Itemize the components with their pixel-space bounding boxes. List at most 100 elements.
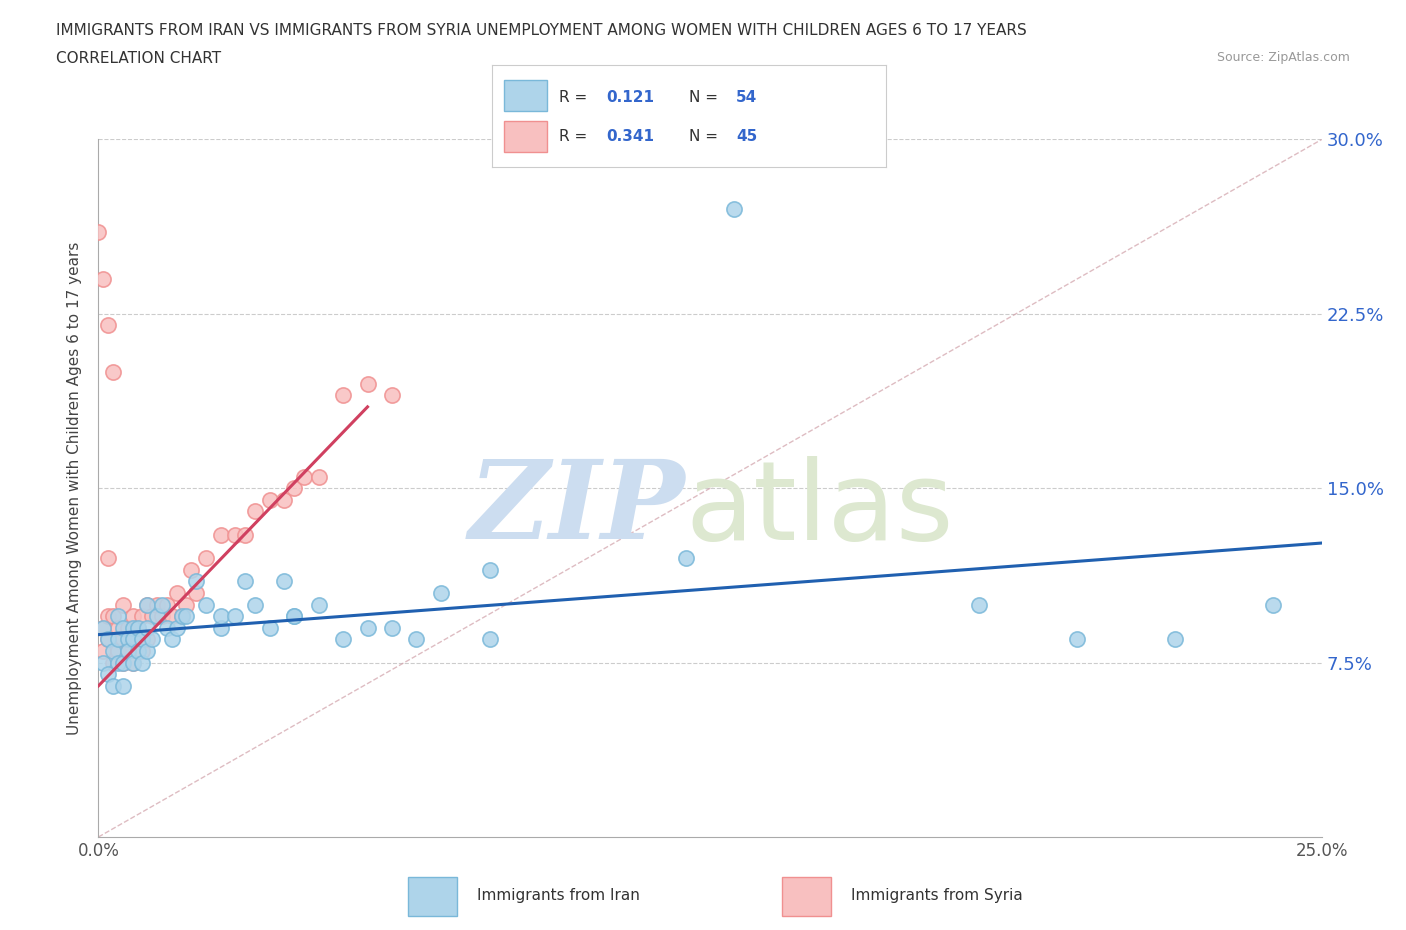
Point [97,318,120,333]
Point [131,644,153,658]
Point [121,656,143,671]
Point [121,656,143,671]
FancyBboxPatch shape [503,122,547,153]
Point [273,574,295,589]
Point [283,609,305,624]
Point [91,644,114,658]
Text: R =: R = [560,129,592,144]
Y-axis label: Unemployment Among Women with Children Ages 6 to 17 years: Unemployment Among Women with Children A… [67,242,83,735]
Point [166,620,188,635]
Point [111,679,134,694]
Text: Source: ZipAtlas.com: Source: ZipAtlas.com [1216,51,1350,64]
Point [121,620,143,635]
Point [259,620,281,635]
Point [111,620,134,635]
Point [170,609,193,624]
Point [180,562,202,577]
Point [1164,632,1187,647]
Point [101,365,124,379]
Point [176,597,198,612]
Point [430,586,453,601]
Point [87,225,110,240]
Point [97,551,120,565]
Point [283,481,305,496]
Point [176,609,198,624]
Point [1066,632,1088,647]
Point [127,620,149,635]
Point [209,620,232,635]
Point [121,609,143,624]
Point [332,388,354,403]
FancyBboxPatch shape [503,81,547,112]
Point [107,656,129,671]
Point [243,597,266,612]
Point [224,609,246,624]
Point [1261,597,1284,612]
Point [107,644,129,658]
Point [131,656,153,671]
Point [160,609,183,624]
Point [160,632,183,647]
Point [186,586,208,601]
Point [121,632,143,647]
Text: 0.121: 0.121 [606,89,654,104]
Point [308,597,330,612]
Point [107,632,129,647]
Point [283,609,305,624]
Point [117,632,139,647]
Point [156,620,179,635]
Text: 54: 54 [737,89,758,104]
Point [131,632,153,647]
Point [233,574,256,589]
Point [405,632,427,647]
Point [308,469,330,484]
Text: CORRELATION CHART: CORRELATION CHART [56,51,221,66]
Point [186,574,208,589]
Point [292,469,315,484]
Point [166,586,188,601]
Point [150,609,173,624]
Point [356,376,378,391]
Point [136,632,159,647]
Point [723,202,745,217]
Point [156,597,179,612]
Point [141,632,163,647]
Point [127,632,149,647]
Point [107,609,129,624]
Point [107,620,129,635]
Point [111,597,134,612]
Point [97,632,120,647]
Text: atlas: atlas [686,456,955,563]
Text: 0.341: 0.341 [606,129,654,144]
Point [111,656,134,671]
Point [478,632,501,647]
Point [273,493,295,508]
Point [111,632,134,647]
Point [233,527,256,542]
Text: IMMIGRANTS FROM IRAN VS IMMIGRANTS FROM SYRIA UNEMPLOYMENT AMONG WOMEN WITH CHIL: IMMIGRANTS FROM IRAN VS IMMIGRANTS FROM … [56,23,1026,38]
Point [117,620,139,635]
Point [127,620,149,635]
Point [91,620,114,635]
Point [127,644,149,658]
Point [136,597,159,612]
Point [381,620,404,635]
Point [101,609,124,624]
Point [195,597,218,612]
Point [136,644,159,658]
Point [117,644,139,658]
Point [209,527,232,542]
Point [967,597,990,612]
Text: R =: R = [560,89,592,104]
Point [91,656,114,671]
Point [150,597,173,612]
Point [131,609,153,624]
Point [101,644,124,658]
Point [101,656,124,671]
FancyBboxPatch shape [408,877,457,915]
Point [91,272,114,286]
Text: N =: N = [689,89,723,104]
Point [111,656,134,671]
Point [117,644,139,658]
Text: 45: 45 [737,129,758,144]
